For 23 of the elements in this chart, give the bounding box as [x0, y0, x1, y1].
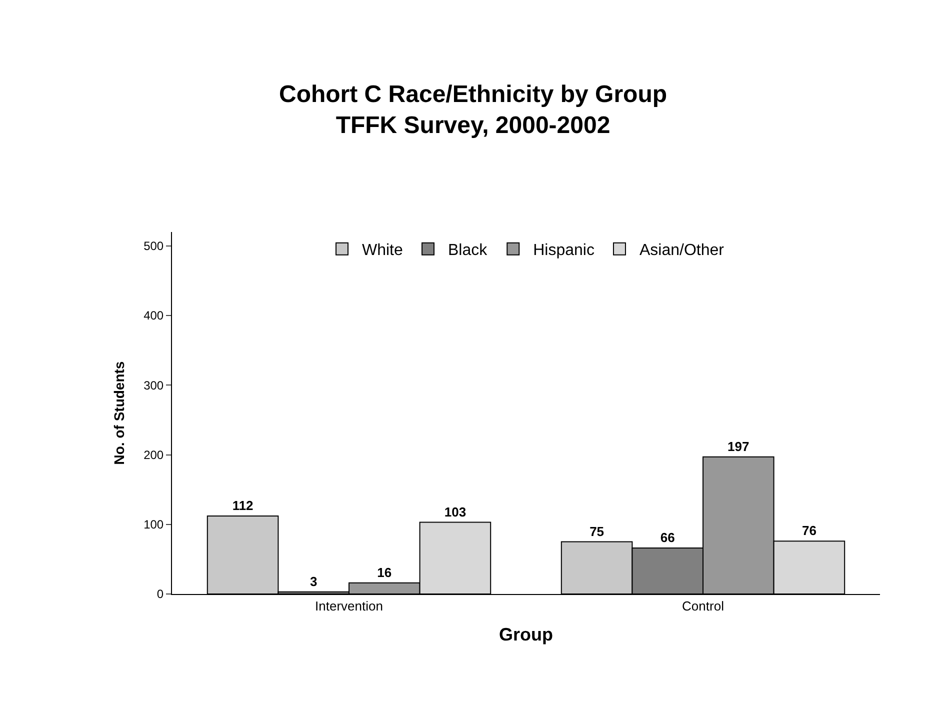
data-label: 66	[660, 530, 675, 546]
y-tick-label: 500	[144, 239, 164, 254]
x-tick-label: Intervention	[315, 598, 383, 614]
data-label: 112	[232, 498, 254, 514]
x-axis-title: Group	[499, 624, 553, 645]
data-label: 16	[377, 564, 392, 580]
x-tick-label: Control	[682, 598, 724, 614]
data-label: 76	[802, 523, 816, 538]
legend-label: White	[362, 242, 403, 260]
y-tick-label: 100	[144, 518, 164, 532]
chart-title: Cohort C Race/Ethnicity by Group TFFK Survey, 2000-2002	[278, 80, 668, 139]
y-tick-label: 300	[144, 378, 164, 392]
legend-label: Black	[448, 242, 488, 260]
data-label: 3	[310, 574, 318, 589]
y-axis-title: No. of Students	[111, 361, 128, 465]
y-tick-label: 400	[144, 308, 164, 323]
legend-label: Asian/Other	[639, 242, 725, 260]
data-label: 75	[590, 524, 604, 539]
y-tick-label: 200	[144, 448, 164, 462]
data-label: 103	[444, 504, 466, 520]
legend-label: Hispanic	[533, 242, 594, 260]
data-label: 197	[728, 438, 750, 454]
y-tick-label: 0	[156, 587, 164, 602]
